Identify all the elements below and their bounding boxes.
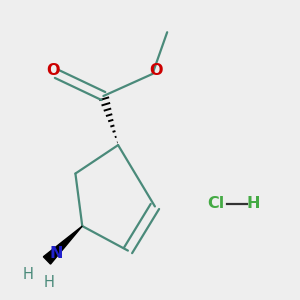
- Polygon shape: [44, 226, 82, 264]
- Text: H: H: [246, 196, 260, 211]
- Text: H: H: [44, 275, 55, 290]
- Text: N: N: [49, 246, 62, 261]
- Text: O: O: [150, 62, 163, 77]
- Text: O: O: [46, 62, 60, 77]
- Text: H: H: [23, 267, 34, 282]
- Text: Cl: Cl: [208, 196, 225, 211]
